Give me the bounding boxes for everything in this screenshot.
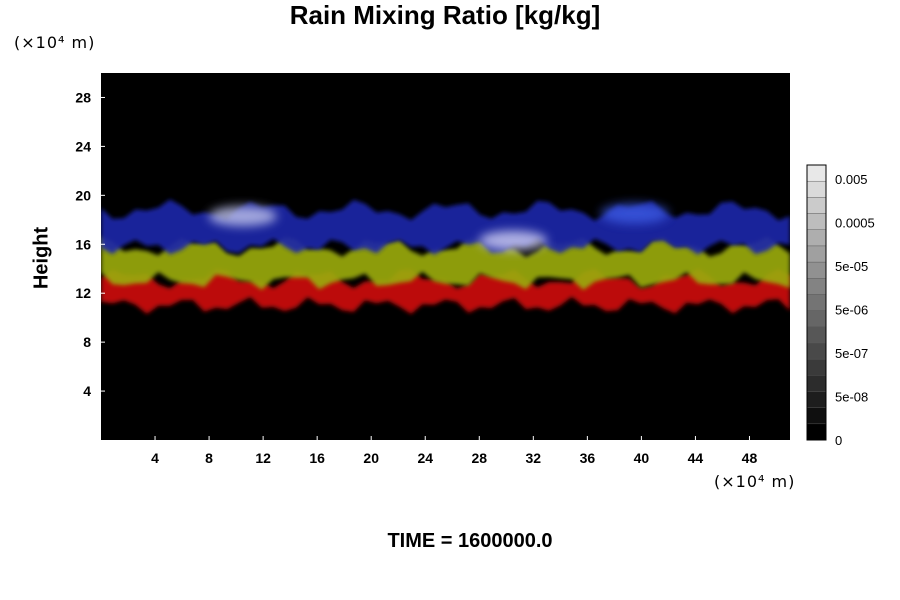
- x-tick-label: 24: [417, 450, 433, 466]
- x-tick-label: 20: [363, 450, 379, 466]
- colorbar-level: [806, 294, 827, 311]
- colorbar-frame: [806, 164, 827, 441]
- colorbar-level: [806, 310, 827, 327]
- x-tick-label: 4: [151, 450, 159, 466]
- colorbar-level: [806, 164, 827, 182]
- x-tick-label: 8: [205, 450, 213, 466]
- x-tick-label: 48: [742, 450, 758, 466]
- colorbar-level: [806, 342, 827, 360]
- colorbar-level: [806, 407, 827, 425]
- colorbar-level: [806, 375, 827, 392]
- y-tick-label: 24: [75, 138, 91, 154]
- x-tick-label: 16: [309, 450, 325, 466]
- colorbar-label: 5e-08: [835, 390, 868, 405]
- colorbar-label: 5e-06: [835, 303, 868, 318]
- x-tick-label: 32: [526, 450, 542, 466]
- colorbar-label: 5e-07: [835, 346, 868, 361]
- colorbar-label: 0.005: [835, 172, 868, 187]
- colorbar-level: [806, 261, 827, 279]
- time-label: TIME = 1600000.0: [387, 530, 553, 552]
- y-axis-unit: (×10⁴ m): [14, 33, 96, 52]
- y-tick-label: 28: [75, 89, 91, 105]
- y-tick-label: 20: [75, 187, 91, 203]
- y-tick-label: 16: [75, 236, 91, 252]
- x-axis-unit: (×10⁴ m): [714, 472, 796, 491]
- x-tick-label: 40: [634, 450, 650, 466]
- chart-title: Rain Mixing Ratio [kg/kg]: [289, 0, 601, 30]
- colorbar-level: [806, 391, 827, 408]
- y-tick-label: 4: [83, 383, 91, 399]
- x-tick-label: 36: [580, 450, 596, 466]
- colorbar-level: [806, 423, 827, 441]
- highlight-1: [479, 230, 548, 251]
- colorbar-label: 0: [835, 433, 842, 448]
- band-1: [101, 236, 790, 290]
- x-tick-label: 12: [255, 450, 271, 466]
- colorbar-label: 0.0005: [835, 216, 875, 231]
- colorbar-level: [806, 245, 827, 263]
- colorbar-level: [806, 213, 827, 230]
- colorbar-level: [806, 197, 827, 214]
- y-tick-label: 8: [83, 334, 91, 350]
- colorbar-level: [806, 278, 827, 295]
- x-tick-label: 44: [688, 450, 704, 466]
- colorbar: 0.005 0.0005 5e-05 5e-06 5e-07 5e-08 0: [806, 164, 875, 448]
- colorbar-level: [806, 358, 827, 376]
- highlight-2: [600, 203, 669, 224]
- y-tick-label: 12: [75, 285, 91, 301]
- x-tick-label: 28: [471, 450, 487, 466]
- plot-content: [101, 199, 790, 314]
- highlight-0: [208, 206, 277, 227]
- colorbar-level: [806, 229, 827, 247]
- colorbar-label: 5e-05: [835, 259, 868, 274]
- colorbar-level: [806, 180, 827, 198]
- band-0: [101, 268, 790, 314]
- colorbar-level: [806, 326, 827, 344]
